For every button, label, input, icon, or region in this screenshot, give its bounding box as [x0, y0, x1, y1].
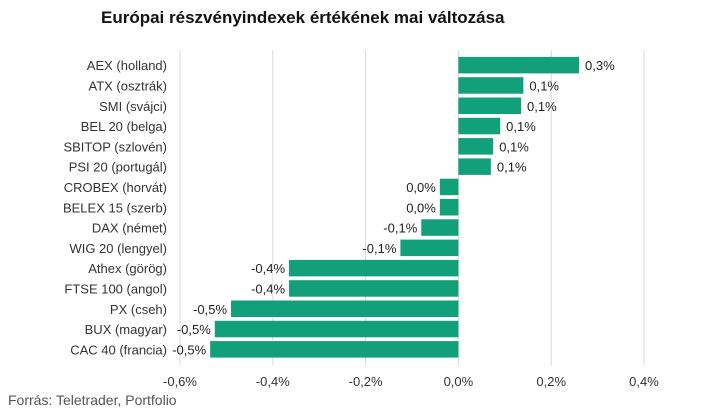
bar — [400, 239, 459, 257]
data-label: -0,5% — [172, 342, 206, 357]
x-tick-label: 0,4% — [629, 374, 659, 389]
category-label: WIG 20 (lengyel) — [69, 241, 167, 256]
x-tick-label: -0,6% — [163, 374, 197, 389]
category-label: ATX (osztrák) — [89, 78, 168, 93]
category-label: SMI (svájci) — [99, 99, 167, 114]
data-label: -0,4% — [251, 261, 285, 276]
bar — [289, 280, 459, 297]
data-label: 0,1% — [506, 119, 536, 134]
source-note: Forrás: Teletrader, Portfolio — [8, 392, 177, 408]
bar — [458, 117, 501, 135]
category-label: BEL 20 (belga) — [81, 119, 167, 134]
bar — [289, 259, 459, 277]
data-label: -0,1% — [362, 241, 396, 256]
bar — [231, 300, 459, 317]
bar — [458, 77, 524, 94]
category-label: BUX (magyar) — [85, 322, 167, 337]
category-label: AEX (holland) — [87, 58, 167, 73]
bar — [458, 97, 522, 114]
x-tick-label: -0,4% — [256, 374, 290, 389]
category-label: BELEX 15 (szerb) — [63, 200, 167, 215]
bar — [210, 341, 459, 358]
x-tick-label: 0,2% — [536, 374, 566, 389]
data-label: 0,1% — [527, 99, 557, 114]
data-label: 0,1% — [497, 160, 527, 175]
category-label: PSI 20 (portugál) — [69, 160, 167, 175]
bar — [439, 178, 459, 196]
x-tick-label: -0,2% — [349, 374, 383, 389]
category-label: CROBEX (horvát) — [64, 180, 167, 195]
category-label: Athex (görög) — [88, 261, 167, 276]
data-label: -0,5% — [193, 302, 227, 317]
bar — [458, 138, 494, 155]
category-label: PX (cseh) — [110, 302, 167, 317]
x-tick-label: 0,0% — [444, 374, 474, 389]
category-label: SBITOP (szlovén) — [63, 139, 167, 154]
bar — [439, 199, 459, 216]
data-label: 0,1% — [529, 78, 559, 93]
data-label: 0,1% — [499, 139, 529, 154]
bar — [214, 320, 459, 338]
data-label: -0,1% — [383, 221, 417, 236]
data-label: -0,5% — [177, 322, 211, 337]
bar — [458, 158, 491, 175]
bar — [421, 219, 459, 236]
chart-title: Európai részvényindexek értékének mai vá… — [101, 8, 505, 27]
bar — [458, 56, 580, 74]
category-label: DAX (német) — [92, 221, 167, 236]
data-label: 0,3% — [585, 58, 615, 73]
category-label: FTSE 100 (angol) — [64, 281, 167, 296]
data-label: 0,0% — [406, 200, 436, 215]
data-label: -0,4% — [251, 281, 285, 296]
data-label: 0,0% — [406, 180, 436, 195]
category-label: CAC 40 (francia) — [70, 342, 167, 357]
